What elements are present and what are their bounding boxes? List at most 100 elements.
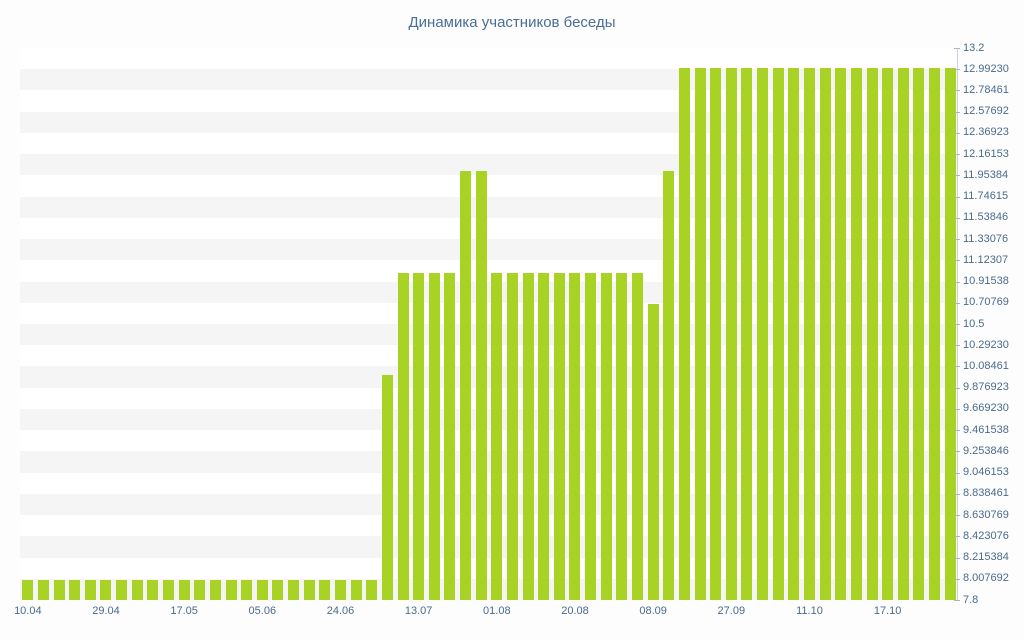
grid-band — [20, 387, 958, 409]
y-axis-tick — [954, 48, 960, 49]
y-axis-label: 8.215384 — [963, 551, 1009, 564]
y-axis-tick — [954, 472, 960, 474]
grid-band — [20, 260, 958, 282]
bar — [37, 579, 49, 600]
grid-band — [20, 557, 958, 579]
bar — [256, 579, 268, 600]
grid-band — [20, 366, 958, 388]
y-axis-label: 10.91538 — [963, 275, 1009, 288]
bar — [897, 68, 909, 600]
y-axis-label: 12.16153 — [963, 147, 1009, 160]
x-axis-label: 17.05 — [170, 605, 198, 617]
y-axis-tick — [954, 111, 960, 113]
grid-band — [20, 281, 958, 303]
bar — [272, 579, 284, 600]
x-axis-label: 10.04 — [14, 605, 42, 617]
grid-band — [20, 196, 958, 218]
y-axis-label: 12.36923 — [963, 126, 1009, 139]
y-axis-tick — [954, 132, 960, 134]
grid-band — [20, 493, 958, 516]
x-axis-label: 20.08 — [561, 605, 589, 617]
y-axis-tick — [954, 557, 960, 559]
bar — [585, 272, 597, 600]
y-axis-tick — [954, 451, 960, 453]
y-axis-tick — [954, 430, 960, 432]
bar — [460, 170, 472, 600]
bar — [944, 68, 956, 600]
bar — [772, 68, 784, 600]
y-axis-label: 12.57692 — [963, 105, 1009, 118]
bar — [835, 68, 847, 600]
bar — [350, 579, 362, 600]
bar — [569, 272, 581, 600]
bar — [413, 272, 425, 600]
bar — [647, 303, 659, 600]
bar — [694, 68, 706, 600]
y-axis-label: 9.253846 — [963, 444, 1009, 457]
y-axis-tick — [954, 196, 960, 198]
x-axis-label: 08.09 — [639, 605, 667, 617]
bar — [866, 68, 878, 600]
y-axis-tick — [954, 366, 960, 368]
bar — [397, 272, 409, 600]
y-axis-tick — [954, 217, 960, 219]
bar — [803, 68, 815, 600]
y-axis-label: 12.78461 — [963, 83, 1009, 96]
y-axis-tick — [954, 90, 960, 92]
y-axis-label: 10.70769 — [963, 296, 1009, 309]
grid-band — [20, 217, 958, 240]
grid-band — [20, 515, 958, 537]
y-axis-tick — [954, 69, 960, 71]
bar — [616, 272, 628, 600]
y-axis-label: 7.8 — [963, 593, 979, 606]
y-axis-label: 10.08461 — [963, 359, 1009, 372]
grid-band — [20, 345, 958, 367]
bar — [209, 579, 221, 600]
y-axis-label: 10.5 — [963, 317, 985, 330]
bar — [725, 68, 737, 600]
bar — [163, 579, 175, 600]
x-axis-label: 17.10 — [873, 605, 902, 617]
bar — [225, 579, 237, 600]
y-axis-label: 8.423076 — [963, 529, 1009, 542]
bar — [303, 579, 315, 600]
bar — [600, 272, 612, 600]
x-axis-label: 11.10 — [796, 605, 823, 617]
y-axis-tick — [954, 281, 960, 283]
bar — [69, 579, 81, 600]
x-axis-label: 24.06 — [326, 605, 355, 617]
bar — [319, 579, 331, 600]
y-axis-label: 12.99230 — [963, 62, 1009, 75]
y-axis-tick — [954, 239, 960, 241]
grid-band — [20, 132, 958, 155]
y-axis-tick — [954, 578, 960, 580]
bar — [444, 272, 456, 600]
y-axis-label: 11.12307 — [963, 253, 1009, 266]
grid-band — [20, 90, 958, 112]
bar — [819, 68, 831, 600]
y-axis-tick — [954, 175, 960, 177]
bar — [632, 272, 644, 600]
bar — [913, 68, 925, 600]
bar — [178, 579, 190, 600]
grid-band — [20, 408, 958, 431]
grid-band — [20, 69, 958, 91]
y-axis-tick — [954, 345, 960, 347]
bar — [741, 68, 753, 600]
bar — [131, 579, 143, 600]
bar — [929, 68, 941, 600]
bar — [522, 272, 534, 600]
grid-band — [20, 154, 958, 176]
x-axis-label: 01.08 — [483, 605, 511, 617]
grid-band — [20, 430, 958, 452]
bar — [194, 579, 206, 600]
bar — [381, 375, 393, 600]
y-axis-tick — [954, 600, 960, 601]
y-axis-label: 8.630769 — [963, 508, 1009, 521]
y-axis-tick — [954, 387, 960, 389]
y-axis-label: 9.046153 — [963, 466, 1009, 479]
y-axis-label: 10.29230 — [963, 338, 1009, 351]
bar — [84, 579, 96, 600]
grid-band — [20, 175, 958, 197]
